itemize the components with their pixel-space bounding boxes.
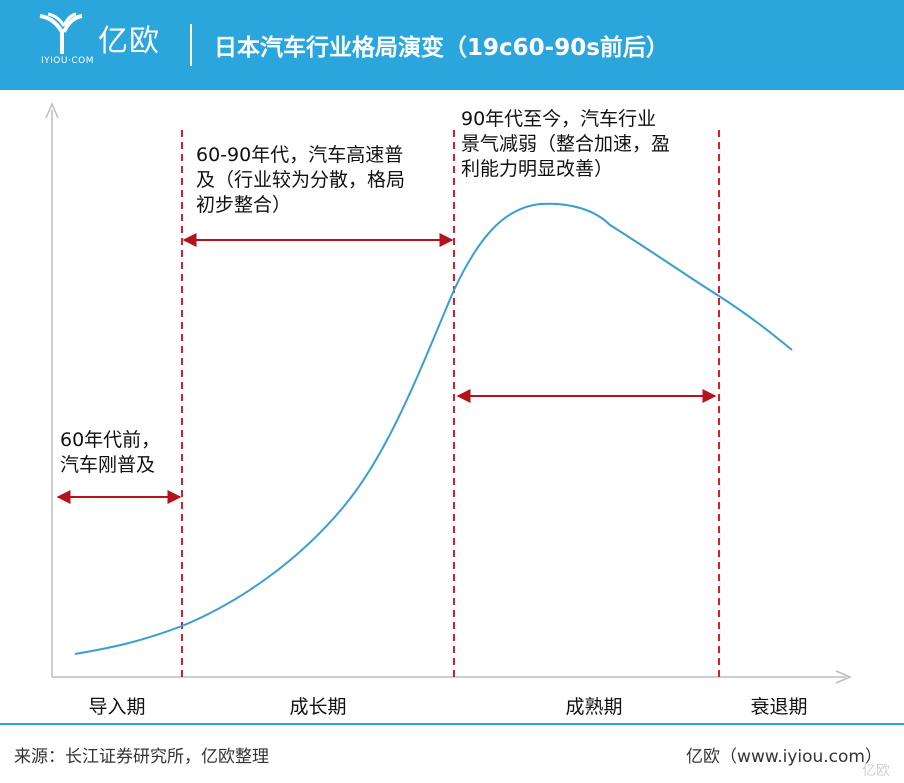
logo-text: 亿欧 bbox=[98, 24, 160, 59]
annotation-mature: 90年代至今，汽车行业 景气减弱（整合加速，盈 利能力明显改善） bbox=[461, 107, 670, 182]
annotation-line: 利能力明显改善） bbox=[461, 158, 614, 180]
y-axis-arrow-icon bbox=[45, 102, 59, 119]
logo-icon bbox=[39, 12, 83, 54]
site-credit: 亿欧（www.iyiou.com） bbox=[686, 747, 882, 767]
footer-divider bbox=[0, 723, 904, 725]
lifecycle-curve bbox=[74, 202, 793, 655]
annotation-line: 及（行业较为分散，格局 bbox=[196, 169, 406, 191]
annotation-line: 景气减弱（整合加速，盈 bbox=[461, 133, 671, 155]
annotation-line: 90年代至今，汽车行业 bbox=[461, 108, 657, 130]
annotation-line: 汽车刚普及 bbox=[60, 454, 156, 476]
stage-label-growth: 成长期 bbox=[289, 696, 347, 718]
source-note: 来源：长江证券研究所，亿欧整理 bbox=[14, 747, 269, 767]
annotation-growth: 60-90年代，汽车高速普 及（行业较为分散，格局 初步整合） bbox=[196, 143, 405, 218]
logo: 亿欧 IYIOU·COM bbox=[36, 10, 186, 80]
logo-subtext: IYIOU·COM bbox=[41, 56, 94, 66]
page-title: 日本汽车行业格局演变（19c60-90s前后） bbox=[214, 35, 669, 61]
stage-label-maturity: 成熟期 bbox=[565, 696, 623, 718]
stage-label-introduction: 导入期 bbox=[88, 696, 146, 718]
header-banner: 亿欧 IYIOU·COM 日本汽车行业格局演变（19c60-90s前后） bbox=[0, 0, 904, 90]
watermark: 亿欧 bbox=[862, 763, 890, 779]
annotation-line: 60-90年代，汽车高速普 bbox=[196, 144, 404, 166]
annotation-pre60: 60年代前， 汽车刚普及 bbox=[60, 428, 160, 478]
x-axis-arrow-icon bbox=[835, 670, 852, 684]
annotation-line: 初步整合） bbox=[196, 194, 292, 216]
annotation-line: 60年代前， bbox=[60, 429, 161, 451]
lifecycle-diagram bbox=[45, 102, 852, 684]
stage-label-decline: 衰退期 bbox=[750, 696, 808, 718]
header-divider bbox=[190, 24, 192, 66]
